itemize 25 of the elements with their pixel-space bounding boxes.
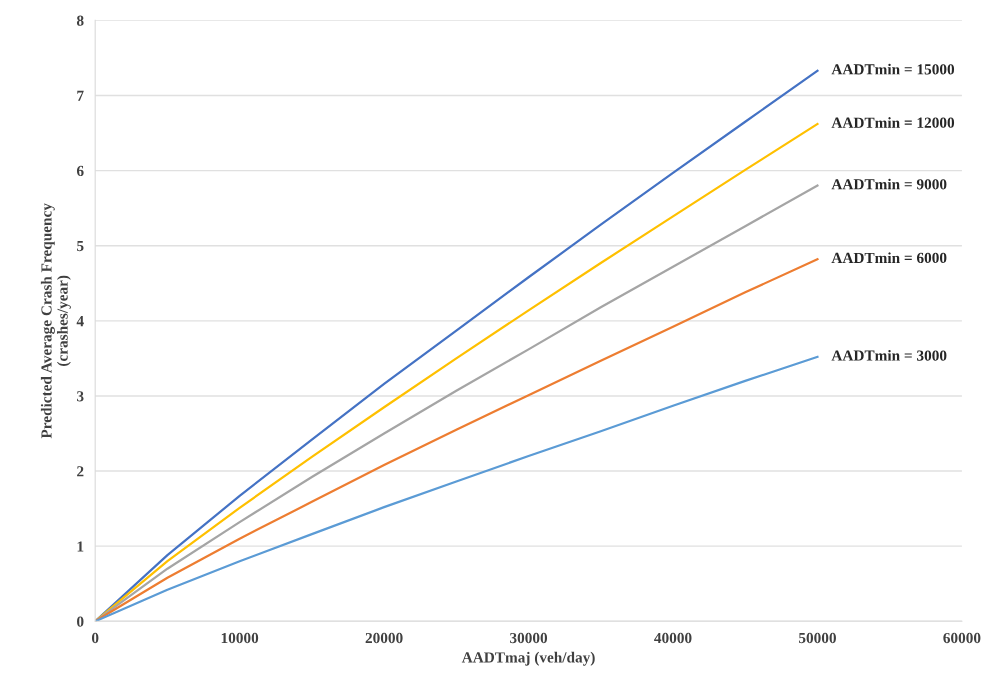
- y-tick-label: 8: [76, 15, 84, 26]
- x-axis-title: AADTmaj (veh/day): [461, 651, 595, 666]
- line-series: [95, 258, 819, 622]
- series-label: AADTmin = 6000: [831, 252, 947, 264]
- series-label: AADTmin = 3000: [831, 349, 947, 361]
- x-tick-label: 10000: [221, 632, 259, 644]
- y-tick-label: 2: [77, 466, 84, 477]
- x-tick-label: 60000: [943, 632, 981, 644]
- y-tick-label: 3: [77, 391, 84, 402]
- y-axis-title: Predicted Average Crash Frequency (crashes/year): [40, 203, 71, 439]
- y-tick-label: 4: [76, 316, 84, 327]
- y-tick-label: 6: [76, 165, 84, 177]
- x-tick-label: 0: [91, 632, 99, 644]
- y-tick-label: 1: [77, 541, 84, 552]
- x-tick-label: 20000: [365, 632, 403, 644]
- x-tick-label: 50000: [798, 632, 836, 644]
- series-label: AADTmin = 12000: [831, 117, 955, 128]
- series-label: AADTmin = 9000: [831, 178, 947, 190]
- y-tick-label: 5: [77, 241, 84, 252]
- series-label: AADTmin = 15000: [831, 63, 955, 75]
- y-tick-label: 7: [77, 90, 84, 101]
- x-tick-label: 40000: [654, 632, 692, 644]
- line-series: [95, 355, 819, 622]
- y-tick-label: 0: [77, 616, 84, 627]
- x-tick-label: 30000: [510, 632, 548, 644]
